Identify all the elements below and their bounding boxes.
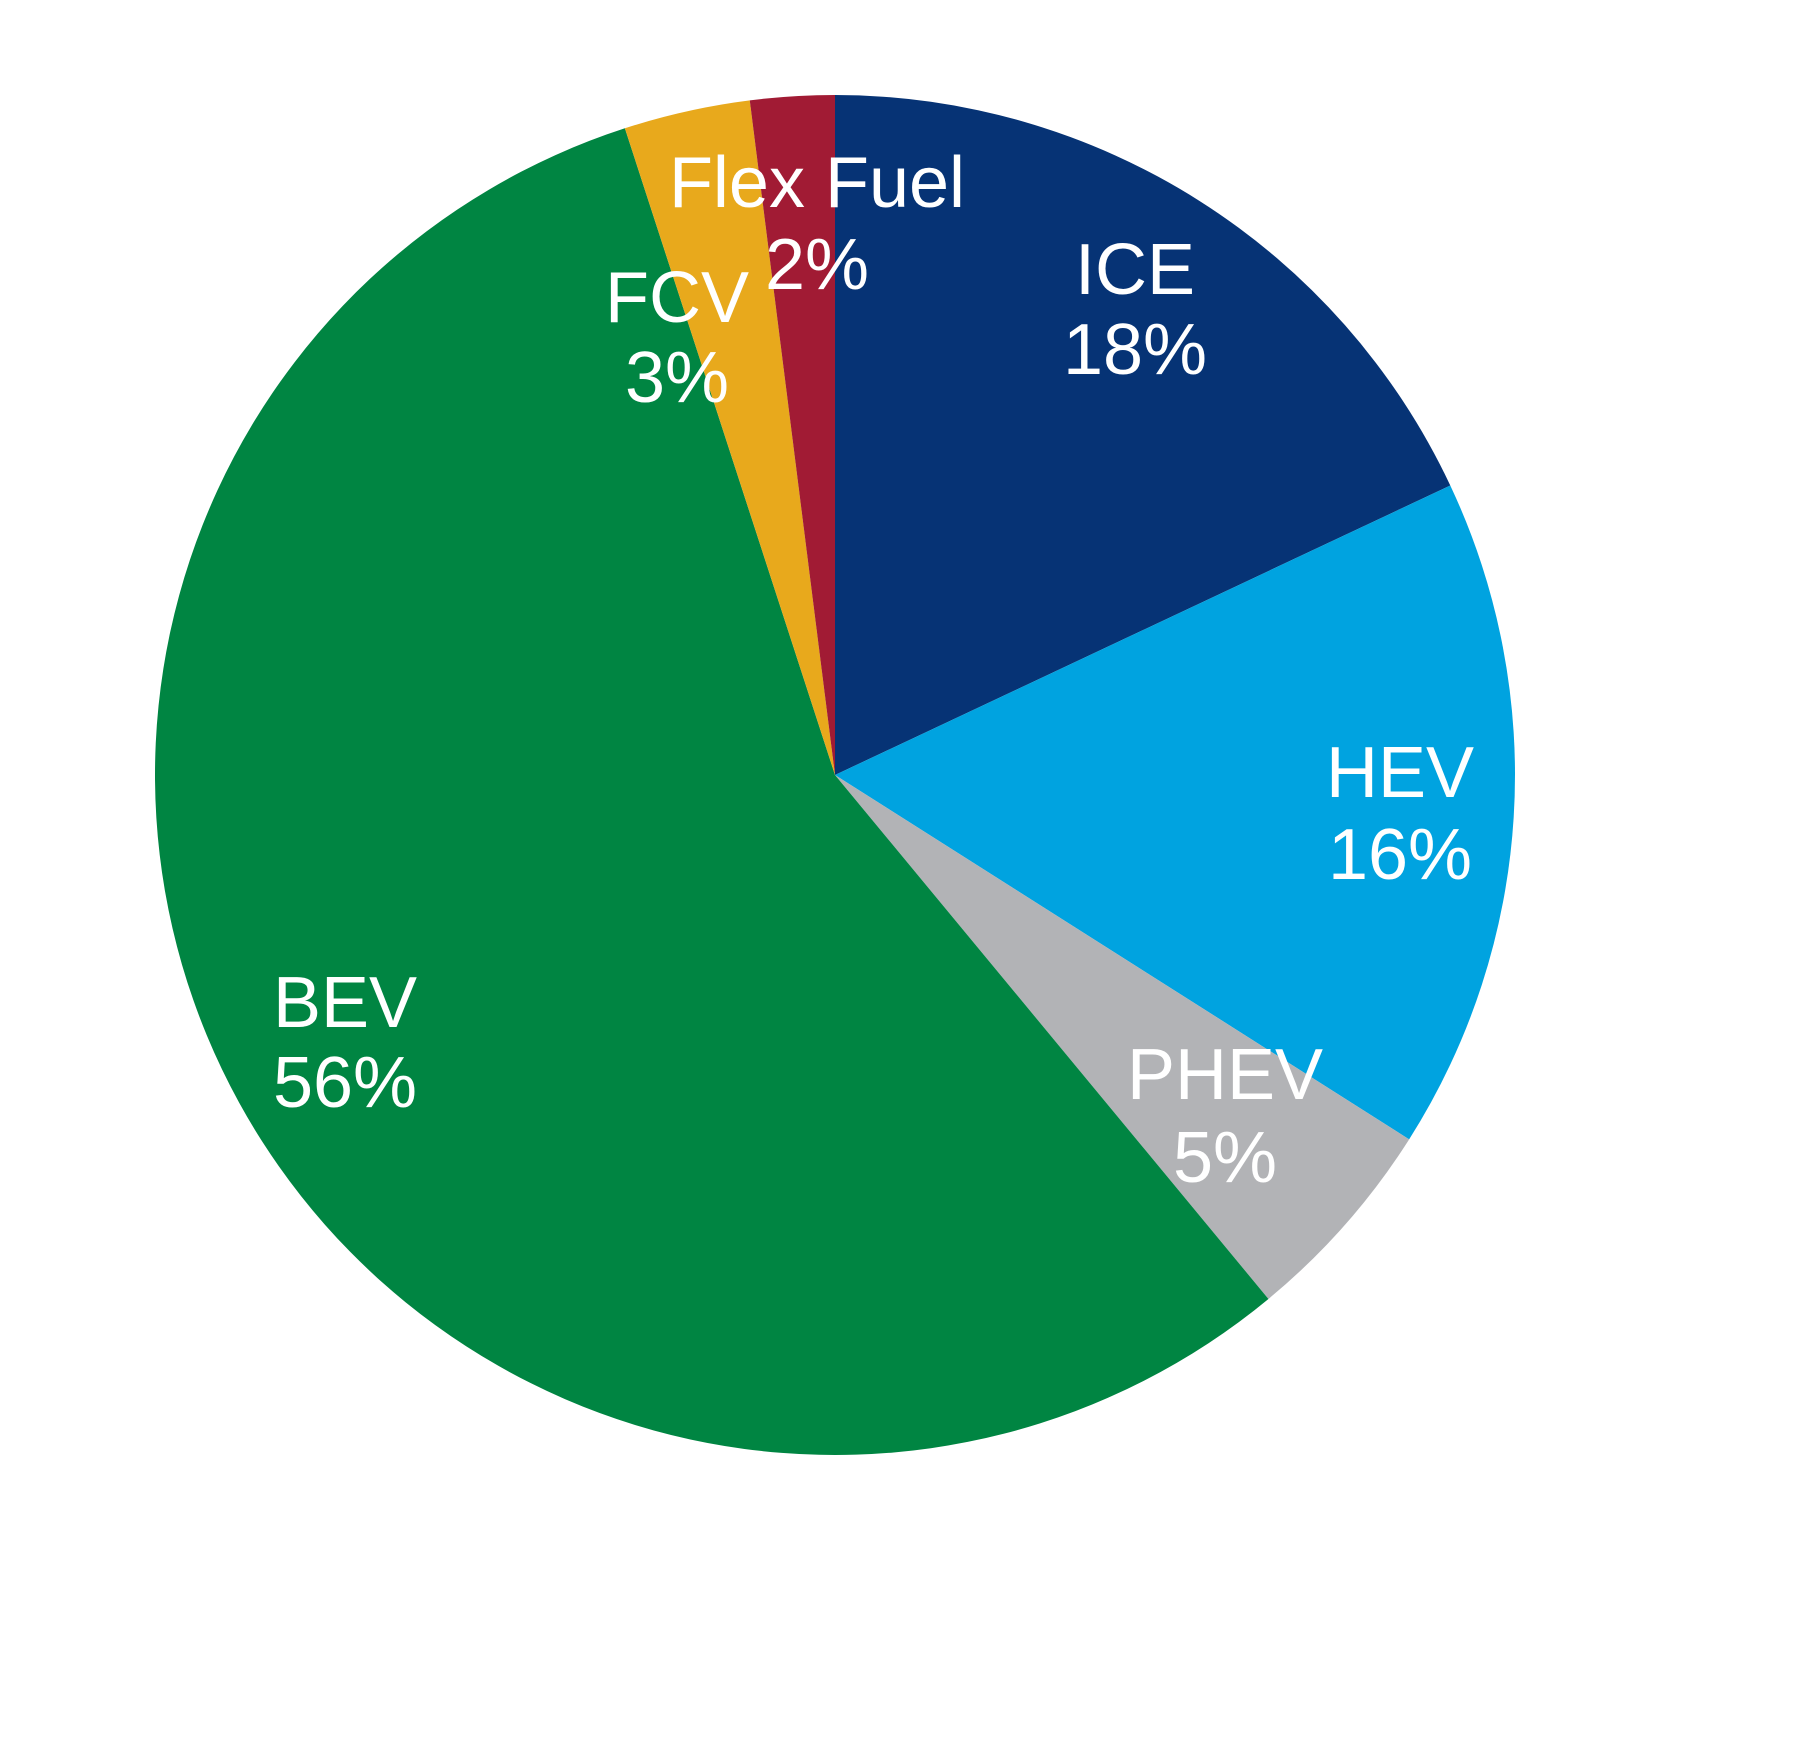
- slice-value-label: 3%: [625, 338, 729, 418]
- pie-slice-fcv: [624, 100, 835, 775]
- pie-slice-phev: [835, 775, 1410, 1299]
- slice-category-label: PHEV: [1127, 1035, 1323, 1115]
- slice-value-label: 56%: [273, 1043, 417, 1123]
- pie-slice-flex-fuel: [749, 95, 835, 775]
- slice-category-label: Flex Fuel: [669, 143, 965, 223]
- pie-slices: [154, 95, 1515, 1456]
- slice-value-label: 18%: [1063, 310, 1207, 390]
- slice-category-label: HEV: [1326, 733, 1474, 813]
- slice-value-label: 5%: [1173, 1118, 1277, 1198]
- pie-slice-hev: [835, 485, 1515, 1140]
- pie-slice-ice: [835, 95, 1451, 775]
- slice-category-label: BEV: [273, 963, 417, 1043]
- pie-slice-bev: [154, 128, 1269, 1456]
- slice-value-label: 16%: [1328, 815, 1472, 895]
- slice-category-label: FCV: [605, 258, 749, 338]
- slice-value-label: 2%: [765, 225, 869, 305]
- slice-category-label: ICE: [1075, 230, 1195, 310]
